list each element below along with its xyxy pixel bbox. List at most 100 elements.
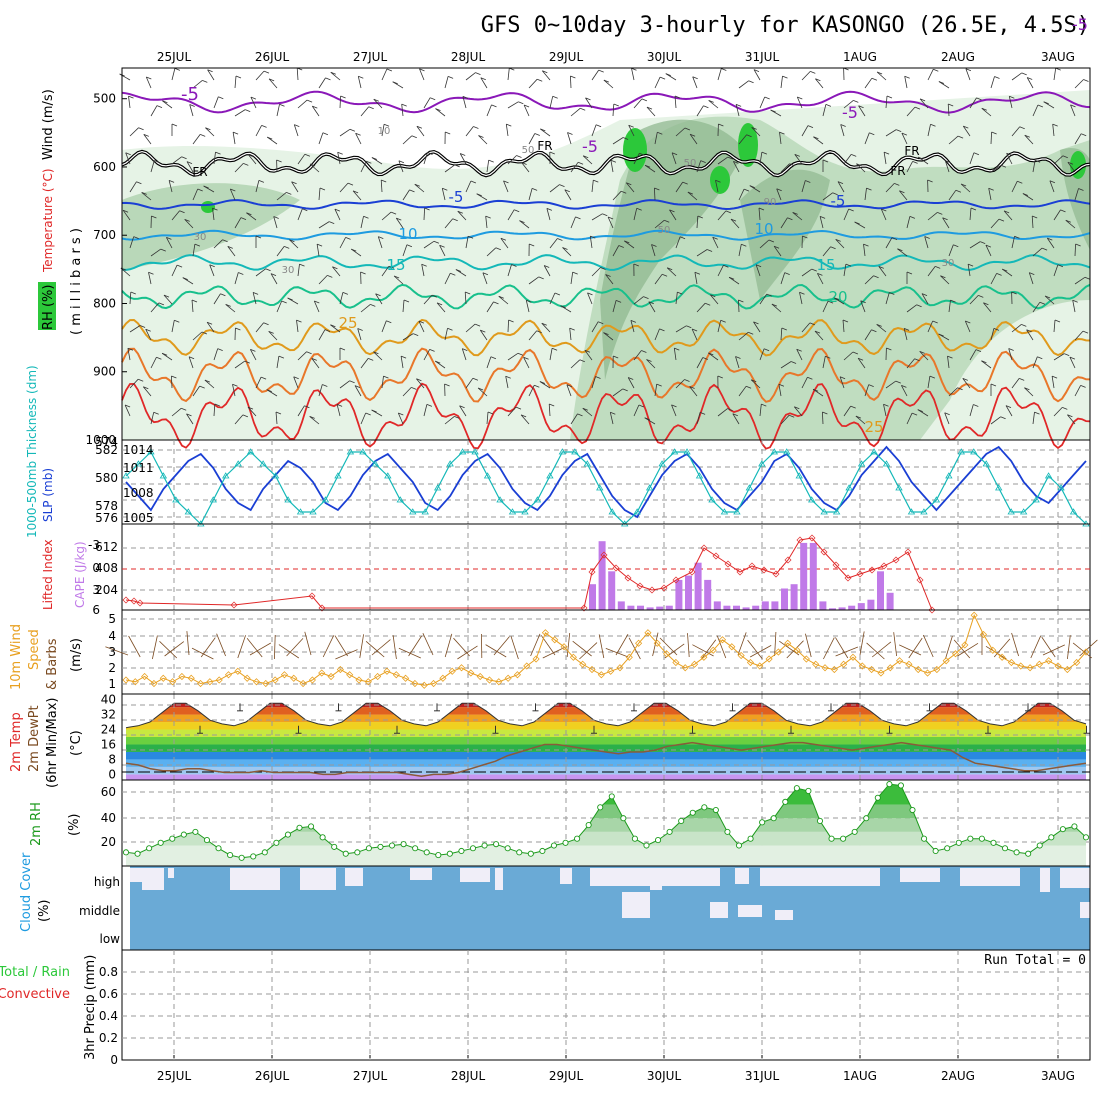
wind10-marker — [970, 611, 978, 619]
wind10-barb — [835, 646, 859, 657]
wind-barb-flag — [809, 322, 816, 326]
wind10-barb — [398, 647, 421, 659]
thickness-marker — [820, 508, 828, 515]
wind-barb — [549, 96, 554, 109]
wind-barb-flag — [360, 271, 366, 275]
wind-barb-flag — [138, 378, 144, 382]
wind-barb — [819, 216, 824, 229]
li-marker — [688, 568, 696, 576]
thickness-marker — [808, 496, 816, 503]
rh2m-marker — [840, 835, 847, 842]
wind-barb — [1052, 124, 1055, 137]
temp-contour-35 — [121, 382, 1091, 450]
wind-barb — [897, 248, 908, 257]
wind-barb-flag — [1000, 164, 1007, 168]
wind-barb-flag — [478, 135, 484, 138]
wind-barb-flag — [398, 412, 404, 416]
thickness-marker — [970, 448, 978, 455]
wind10-barb — [701, 639, 717, 660]
wind-barb-flag — [854, 221, 860, 225]
wind-barb-flag — [1060, 209, 1066, 213]
wind10-marker — [793, 646, 801, 654]
wind-barb-flag — [487, 411, 494, 415]
wind10-marker — [318, 669, 326, 677]
wind-barb — [880, 208, 887, 221]
wind10-barb — [444, 633, 453, 658]
wind-barb — [444, 416, 455, 425]
wind-barb — [738, 299, 740, 313]
wind-barb-flag — [476, 193, 482, 197]
wind-barb — [423, 240, 435, 249]
rh2m-marker — [458, 847, 465, 855]
wind-barb-flag — [390, 211, 397, 215]
cape-bar — [742, 607, 750, 610]
wind-barb-flag — [276, 159, 282, 163]
li-marker — [868, 566, 876, 574]
wind-barb — [381, 265, 390, 277]
wind-barb — [591, 69, 600, 81]
rh2m-marker — [909, 806, 916, 814]
cape-bar — [723, 605, 731, 610]
wind-barb — [423, 349, 430, 361]
rh2m-marker — [620, 815, 627, 822]
wind-barb — [864, 275, 874, 285]
wind-barb-flag — [1021, 72, 1027, 76]
wind-barb-flag — [411, 135, 417, 139]
rh2m-tick: 40 — [101, 811, 116, 825]
wind10-barb — [871, 641, 892, 658]
wind-barb — [297, 405, 305, 417]
temp-band — [126, 737, 1086, 745]
wind10-marker — [439, 674, 447, 682]
wind-barb-flag — [899, 190, 905, 194]
wind-barb-flag — [242, 414, 249, 418]
ylabel-rh-unit: (%) — [67, 814, 82, 837]
rh-contour-label: 50 — [658, 225, 671, 236]
wind-barb-flag — [973, 152, 980, 156]
wind-barb — [570, 359, 581, 369]
wind-barb — [1049, 180, 1055, 193]
wind10-marker — [718, 636, 727, 644]
wind-barb — [129, 181, 137, 193]
cloud-gap — [1060, 868, 1090, 888]
rh2m-marker — [273, 839, 280, 846]
wind-barb-flag — [782, 75, 788, 79]
wind-barb-flag — [807, 376, 813, 380]
wind-barb-flag — [811, 268, 817, 272]
date-label-top: 30JUL — [647, 50, 682, 64]
wind-barb — [644, 164, 656, 173]
wind10-barb — [392, 635, 397, 660]
wind-barb-flag — [506, 123, 512, 127]
wind-barb-flag — [454, 164, 460, 168]
wind-barb — [962, 125, 971, 137]
wind-barb-flag — [985, 244, 992, 248]
wind10-marker — [756, 662, 764, 670]
wind10-barb — [716, 635, 727, 659]
wind-barb-flag — [457, 210, 463, 214]
wind-barb-flag — [354, 385, 361, 388]
cape-bar — [617, 601, 625, 610]
wind-barb — [1067, 162, 1076, 173]
wind-barb-flag — [813, 136, 819, 140]
wind-barb — [759, 293, 768, 305]
wind-barb — [906, 412, 913, 425]
wind10-barb — [1079, 639, 1098, 657]
wind10-marker — [774, 648, 782, 656]
wind-barb-flag — [871, 329, 877, 333]
wind-barb — [801, 125, 809, 137]
wind-barb — [969, 152, 975, 165]
wind-barb-flag — [248, 154, 254, 158]
temp-tick: 40 — [101, 693, 116, 707]
wind-barb-flag — [916, 304, 922, 308]
wind-barb — [339, 95, 341, 109]
wind-barb — [675, 292, 678, 305]
wind-barb — [459, 153, 467, 165]
wind-barb-flag — [146, 76, 152, 80]
wind-barb-flag — [537, 78, 543, 82]
wind10-barb — [566, 633, 571, 658]
wind-barb-flag — [735, 104, 742, 107]
cape-bar — [665, 605, 673, 610]
ylabel-temp: Temperature (°C) — [41, 168, 55, 273]
wind-barb — [465, 72, 476, 81]
wind-barb-flag — [1072, 299, 1078, 303]
rh2m-marker — [227, 852, 234, 859]
